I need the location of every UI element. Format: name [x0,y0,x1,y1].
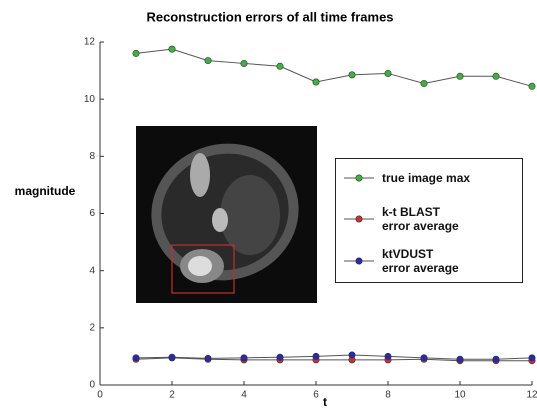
y-tick-label: 2 [89,322,95,333]
data-point [349,352,355,358]
data-point [493,356,499,362]
x-tick-label: 0 [97,390,103,401]
x-axis-label: t [323,395,327,409]
legend-swatch [344,173,374,183]
data-point [457,356,463,362]
data-point [493,73,499,79]
chart-title: Reconstruction errors of all time frames [146,9,393,24]
y-tick-label: 10 [84,94,96,105]
y-tick-label: 12 [84,37,96,48]
data-point [529,355,535,361]
mri-image [136,126,317,303]
data-point [385,353,391,359]
data-point [277,63,283,69]
data-point [313,353,319,359]
legend-item: k-t BLAST error average [344,205,459,233]
data-point [385,70,391,76]
data-point [169,354,175,360]
series-line [136,49,532,86]
page: Reconstruction errors of all time frames… [0,0,537,410]
legend-item: true image max [344,171,470,185]
y-tick-label: 6 [89,208,95,219]
legend-label: k-t BLAST error average [382,205,459,233]
data-point [421,80,427,86]
x-tick-label: 10 [454,390,466,401]
data-point [277,354,283,360]
x-tick-label: 12 [526,390,537,401]
data-point [529,83,535,89]
x-tick-label: 8 [385,390,391,401]
data-point [241,60,247,66]
legend-swatch [344,214,374,224]
legend-swatch [344,256,374,266]
legend-label: true image max [382,171,470,185]
data-point [313,79,319,85]
data-point [133,50,139,56]
data-point [241,355,247,361]
x-tick-label: 4 [241,390,247,401]
data-point [169,46,175,52]
y-tick-label: 0 [89,380,95,391]
data-point [205,355,211,361]
legend: true image max k-t BLAST error average ktV… [335,158,523,283]
legend-item: ktVDUST error average [344,247,459,275]
data-point [205,57,211,63]
legend-label: ktVDUST error average [382,247,459,275]
x-tick-label: 2 [169,390,175,401]
x-tick-label: 6 [313,390,319,401]
y-tick-label: 4 [89,265,95,276]
data-point [349,72,355,78]
y-axis-label: magnitude [15,184,76,198]
data-point [133,355,139,361]
data-point [457,73,463,79]
data-point [421,355,427,361]
y-tick-label: 8 [89,151,95,162]
